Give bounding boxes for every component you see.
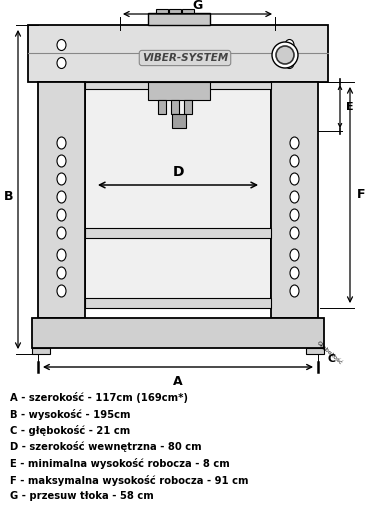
Ellipse shape (290, 227, 299, 239)
Ellipse shape (290, 137, 299, 149)
Ellipse shape (57, 267, 66, 279)
Ellipse shape (57, 57, 66, 69)
Text: VIBER-SYSTEM: VIBER-SYSTEM (142, 53, 228, 63)
Text: D - szerokość wewnętrzna - 80 cm: D - szerokość wewnętrzna - 80 cm (10, 441, 201, 453)
Ellipse shape (57, 249, 66, 261)
Bar (158, 100, 166, 114)
Ellipse shape (57, 209, 66, 221)
Ellipse shape (290, 173, 299, 185)
Text: A: A (173, 375, 183, 388)
Ellipse shape (285, 57, 294, 69)
Text: B: B (4, 190, 13, 203)
Bar (28, 25, 328, 82)
Bar (156, 9, 168, 13)
Bar (85, 228, 271, 238)
Bar (148, 82, 210, 100)
Ellipse shape (290, 209, 299, 221)
Text: B - wysokość - 195cm: B - wysokość - 195cm (10, 409, 131, 419)
Bar (184, 100, 192, 114)
Ellipse shape (57, 137, 66, 149)
Text: E - minimalna wysokość robocza - 8 cm: E - minimalna wysokość robocza - 8 cm (10, 458, 230, 469)
Ellipse shape (57, 285, 66, 297)
Bar (38, 82, 85, 318)
Ellipse shape (57, 227, 66, 239)
Text: Głębokość: Głębokość (316, 340, 344, 366)
Ellipse shape (57, 39, 66, 51)
Ellipse shape (57, 155, 66, 167)
Bar (306, 348, 324, 354)
Bar (85, 82, 271, 89)
Bar (148, 13, 210, 25)
Text: G - przesuw tłoka - 58 cm: G - przesuw tłoka - 58 cm (10, 491, 154, 501)
Ellipse shape (57, 173, 66, 185)
Ellipse shape (290, 191, 299, 203)
Bar (85, 298, 271, 308)
Text: G: G (192, 0, 203, 12)
Ellipse shape (57, 191, 66, 203)
Text: E: E (346, 101, 354, 112)
Ellipse shape (290, 267, 299, 279)
Text: F: F (357, 188, 366, 202)
Bar (32, 348, 50, 354)
Ellipse shape (290, 285, 299, 297)
Bar (85, 82, 271, 308)
Text: C - głębokość - 21 cm: C - głębokość - 21 cm (10, 425, 130, 436)
Bar (182, 9, 194, 13)
Text: A - szerokość - 117cm (169cm*): A - szerokość - 117cm (169cm*) (10, 392, 188, 403)
Bar (172, 114, 186, 128)
Ellipse shape (290, 249, 299, 261)
Bar (169, 9, 181, 13)
Text: D: D (172, 165, 184, 179)
Bar (271, 82, 318, 318)
Bar (32, 318, 324, 348)
Circle shape (272, 42, 298, 68)
Circle shape (276, 46, 294, 64)
Text: F - maksymalna wysokość robocza - 91 cm: F - maksymalna wysokość robocza - 91 cm (10, 475, 248, 485)
Ellipse shape (285, 39, 294, 51)
Text: C: C (328, 354, 336, 364)
Ellipse shape (290, 155, 299, 167)
Bar (171, 100, 179, 114)
